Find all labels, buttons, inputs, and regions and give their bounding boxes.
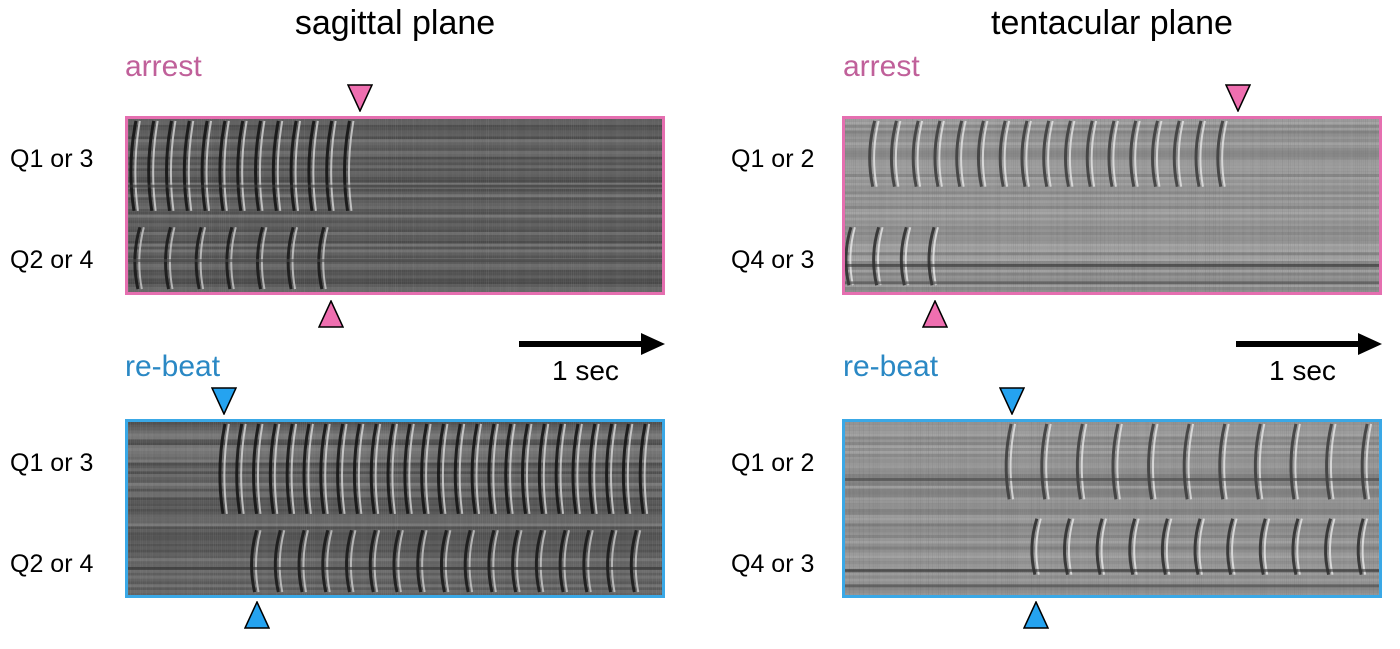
kymograph-tentacular-rebeat (842, 419, 1382, 598)
sagittal-rebeat-label: re-beat (125, 350, 221, 383)
row-label-lower: Q2 or 4 (10, 550, 94, 578)
row-label-lower: Q4 or 3 (731, 550, 815, 578)
row-label-upper: Q1 or 3 (10, 449, 94, 477)
tentacular-plane-title: tentacular plane (991, 4, 1233, 42)
arrest-onset-marker-down (1225, 84, 1251, 112)
rebeat-onset-marker-down (999, 387, 1025, 415)
kymograph-image (845, 422, 1379, 595)
scale-bar-arrow (1236, 333, 1384, 360)
tentacular-arrest-label: arrest (843, 50, 920, 83)
kymograph-image (128, 422, 662, 595)
arrest-onset-marker-up (318, 300, 344, 328)
kymograph-tentacular-arrest (842, 116, 1382, 295)
rebeat-onset-marker-up (1023, 601, 1049, 629)
row-label-lower: Q2 or 4 (10, 246, 94, 274)
sagittal-plane-title: sagittal plane (294, 4, 496, 42)
kymograph-image (128, 119, 662, 292)
row-label-upper: Q1 or 3 (10, 145, 94, 173)
rebeat-onset-marker-up (244, 601, 270, 629)
kymograph-sagittal-arrest (125, 116, 665, 295)
kymograph-sagittal-rebeat (125, 419, 665, 598)
scale-bar-label: 1 sec (1269, 355, 1336, 386)
arrest-onset-marker-up (922, 300, 948, 328)
arrest-onset-marker-down (347, 84, 373, 112)
row-label-upper: Q1 or 2 (731, 145, 815, 173)
tentacular-rebeat-label: re-beat (843, 350, 939, 383)
row-label-upper: Q1 or 2 (731, 449, 815, 477)
sagittal-arrest-label: arrest (125, 50, 202, 83)
row-label-lower: Q4 or 3 (731, 246, 815, 274)
rebeat-onset-marker-down (211, 387, 237, 415)
kymograph-image (845, 119, 1379, 292)
scale-bar-label: 1 sec (552, 355, 619, 386)
scale-bar-arrow (519, 333, 667, 360)
